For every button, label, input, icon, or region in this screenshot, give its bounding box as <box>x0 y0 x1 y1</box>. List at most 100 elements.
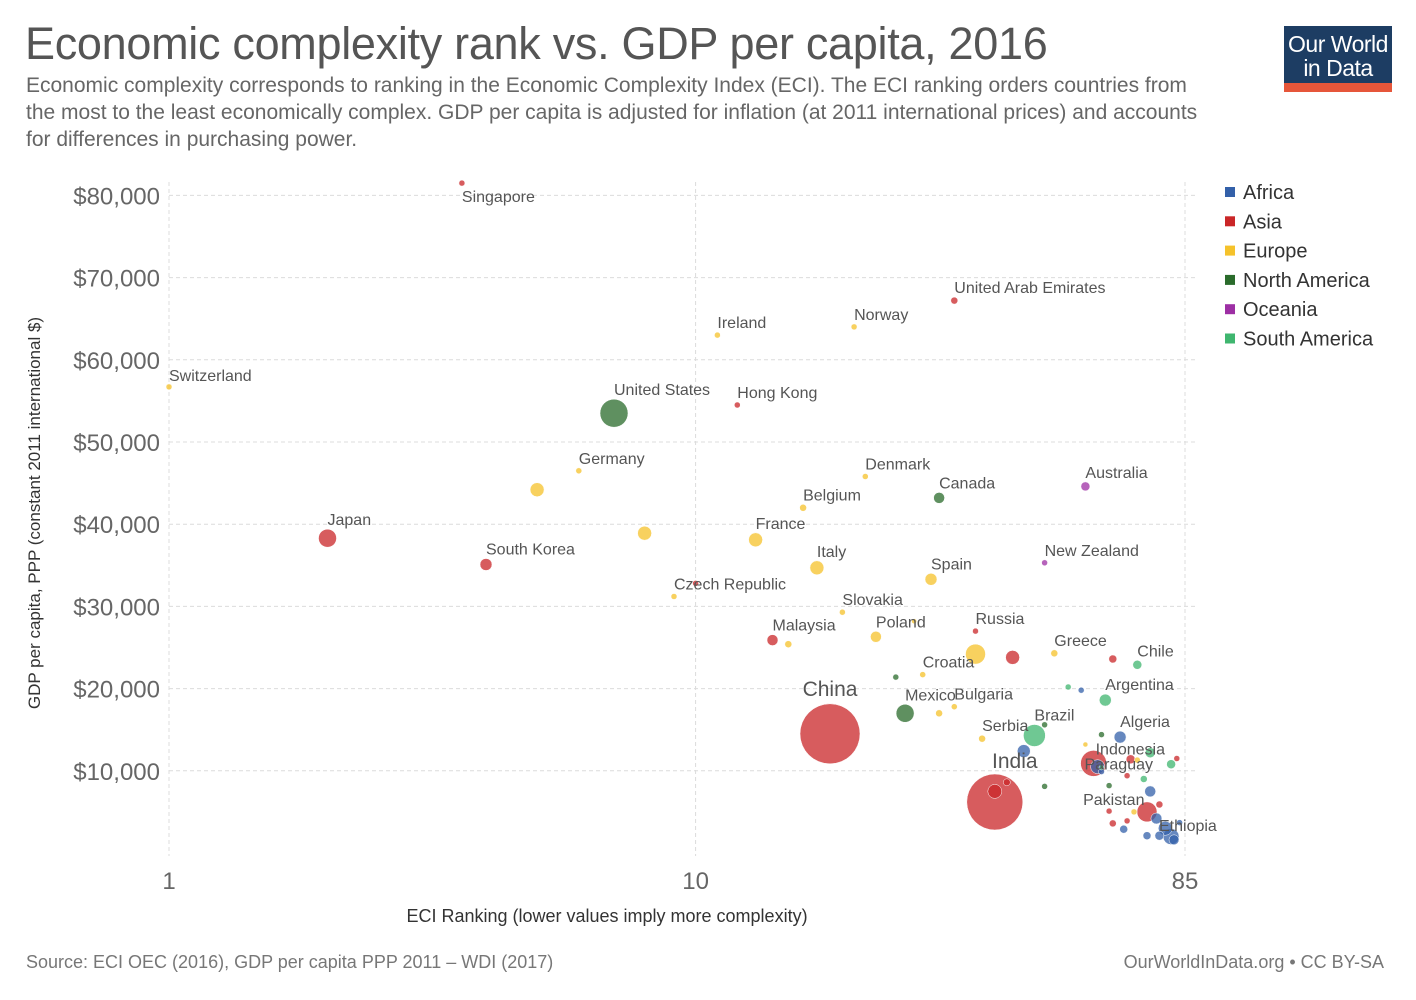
data-point <box>965 643 986 665</box>
data-point <box>1023 724 1046 747</box>
point-label: India <box>992 750 1038 773</box>
data-point <box>1108 654 1118 664</box>
x-axis-title: ECI Ranking (lower values imply more com… <box>406 906 807 926</box>
point-label: United States <box>614 382 710 399</box>
point-label: Russia <box>976 611 1025 628</box>
y-tick-label: $20,000 <box>73 677 160 704</box>
y-axis-title: GDP per capita, PPP (constant 2011 inter… <box>25 317 44 709</box>
data-point <box>950 296 959 305</box>
point-label: Canada <box>939 475 995 492</box>
data-point <box>1142 831 1152 840</box>
legend-label: Africa <box>1243 182 1295 204</box>
point-label: United Arab Emirates <box>954 280 1105 297</box>
data-point <box>911 618 917 624</box>
legend-swatch <box>1225 333 1235 344</box>
data-point <box>839 608 846 616</box>
data-point <box>1098 731 1105 738</box>
data-point <box>1144 785 1156 798</box>
point-layer <box>165 179 1183 846</box>
point-label: Switzerland <box>169 368 252 385</box>
data-point <box>714 331 721 339</box>
data-point <box>972 627 979 635</box>
data-point <box>1041 721 1048 729</box>
legend-label: North America <box>1243 270 1371 292</box>
data-point <box>1154 830 1165 841</box>
point-label: Greece <box>1054 633 1107 650</box>
point-label: Germany <box>579 451 645 468</box>
owid-logo[interactable]: Our World in Data <box>1284 26 1392 92</box>
data-point <box>1155 800 1164 809</box>
point-label: Ethiopia <box>1159 818 1217 835</box>
y-tick-label: $40,000 <box>73 512 160 539</box>
data-point <box>1113 730 1127 744</box>
data-point <box>799 504 807 512</box>
data-point <box>1132 660 1143 670</box>
data-point <box>1098 764 1105 771</box>
chart-title: Economic complexity rank vs. GDP per cap… <box>25 18 1048 69</box>
label-layer: Singapore Switzerland Ireland Norway United … <box>169 189 1217 835</box>
data-point <box>1123 772 1131 779</box>
data-point <box>987 784 1003 799</box>
point-label: South Korea <box>486 542 575 559</box>
data-point <box>1105 807 1113 815</box>
legend-swatch <box>1225 304 1235 315</box>
point-label: Czech Republic <box>674 577 786 594</box>
data-point <box>951 703 958 710</box>
point-label: Hong Kong <box>737 385 817 402</box>
data-point <box>799 703 861 765</box>
point-label: New Zealand <box>1045 543 1139 560</box>
point-label: Norway <box>854 307 908 324</box>
point-label: China <box>803 678 858 701</box>
point-label: Poland <box>876 614 926 631</box>
data-point <box>692 580 699 587</box>
data-point <box>1041 559 1048 567</box>
legend-label: Oceania <box>1243 299 1318 321</box>
point-label: France <box>756 516 806 533</box>
source-note[interactable]: Source: ECI OEC (2016), GDP per capita P… <box>26 952 554 972</box>
y-tick-label: $80,000 <box>73 183 160 210</box>
data-point <box>734 401 741 409</box>
legend: Africa Asia Europe North America Oceania Sout… <box>1225 182 1374 351</box>
point-label: Indonesia <box>1096 741 1165 758</box>
data-point <box>1130 808 1138 816</box>
data-point <box>784 640 793 648</box>
data-point <box>809 560 825 576</box>
data-point <box>1134 756 1141 764</box>
point-label: Singapore <box>462 189 535 206</box>
point-label: Brazil <box>1034 708 1074 725</box>
point-label: Croatia <box>923 655 975 672</box>
data-point <box>529 482 545 497</box>
legend-swatch <box>1225 274 1235 285</box>
data-point <box>1082 741 1089 748</box>
legend-swatch <box>1225 245 1235 256</box>
data-point <box>1123 817 1131 825</box>
x-tick-label: 85 <box>1172 868 1199 895</box>
data-point <box>165 383 173 391</box>
logo-line-2: in Data <box>1303 55 1373 81</box>
logo-line-1: Our World <box>1288 31 1388 57</box>
legend-label: Europe <box>1243 241 1308 263</box>
legend-label: Asia <box>1243 211 1283 233</box>
data-point <box>1064 683 1072 691</box>
point-label: Malaysia <box>773 618 836 635</box>
license-credit[interactable]: OurWorldInData.org • CC BY-SA <box>1123 952 1384 972</box>
legend-label: South America <box>1243 329 1374 351</box>
point-label: Mexico <box>905 687 956 704</box>
grid-layer <box>168 182 1195 856</box>
data-point <box>1166 759 1176 769</box>
y-tick-label: $30,000 <box>73 594 160 621</box>
data-point <box>924 573 938 586</box>
data-point <box>892 673 900 681</box>
x-tick-label: 10 <box>682 868 709 895</box>
point-label: Slovakia <box>842 592 903 609</box>
data-point <box>1168 834 1180 846</box>
data-point <box>479 558 493 571</box>
point-label: Australia <box>1085 465 1147 482</box>
point-label: Chile <box>1137 643 1174 660</box>
point-label: Japan <box>328 512 372 529</box>
axis-layer: $10,000 $20,000 $30,000 $40,000 $50,000 $60,0… <box>73 183 1198 895</box>
data-point <box>1105 782 1113 789</box>
data-point <box>978 734 986 743</box>
point-label: Denmark <box>865 457 931 474</box>
